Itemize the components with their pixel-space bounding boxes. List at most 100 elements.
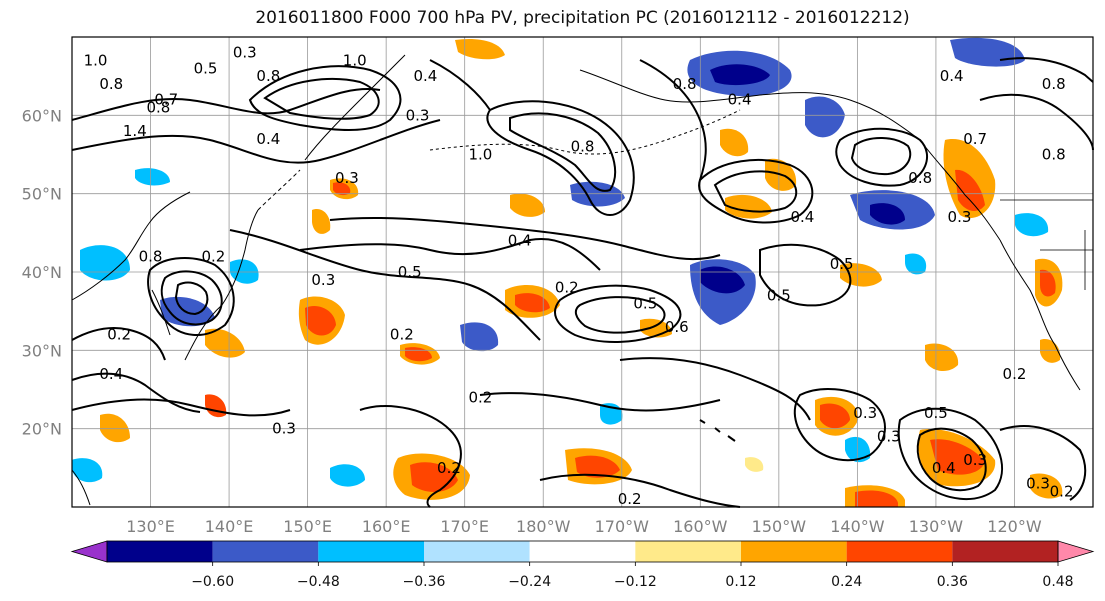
contour-label: 0.2 [618, 490, 642, 508]
contour-label: 0.5 [194, 59, 218, 77]
colorbar-segment [635, 541, 741, 562]
pv-contour [713, 170, 798, 213]
shade-positive [930, 439, 985, 475]
contour-label: 0.3 [853, 404, 877, 422]
lon-tick-label: 160°W [673, 517, 728, 536]
contour-label: 0.8 [146, 99, 170, 117]
contour-label: 0.8 [908, 169, 932, 187]
pv-contour [793, 388, 886, 462]
colorbar-segment [529, 541, 636, 562]
pv-contour [999, 57, 1094, 83]
shade-negative [710, 64, 770, 86]
pv-contour [71, 88, 381, 121]
contour-label: 0.2 [437, 459, 461, 477]
contour-label: 1.0 [468, 146, 492, 164]
contour-label: 0.2 [107, 326, 131, 344]
shade-positive [1040, 269, 1056, 297]
shade-positive [510, 193, 545, 217]
colorbar-tick-label: −0.36 [403, 574, 446, 590]
coastline-bc [919, 139, 1001, 241]
pv-contour [263, 77, 380, 120]
colorbar-extend-min [70, 540, 108, 563]
contour-label: 0.8 [256, 67, 280, 85]
contour-label: 0.3 [948, 208, 972, 226]
shade-positive [955, 169, 985, 212]
lon-tick-label: 140°E [205, 517, 254, 536]
pv-contour [229, 229, 541, 341]
lat-tick-label: 60°N [22, 106, 62, 125]
colorbar-segment [107, 541, 213, 562]
colorbar-segment [318, 541, 424, 562]
shade-positive [725, 194, 772, 219]
shade-positive [855, 490, 898, 507]
pv-contour [248, 65, 402, 131]
coastline-philippines [71, 469, 91, 506]
map-panel: 1.00.81.40.80.70.50.30.81.00.40.30.80.40… [71, 36, 1094, 508]
contour-label: 0.4 [413, 67, 437, 85]
pv-contours [71, 57, 1094, 508]
shade-positive [305, 305, 336, 336]
contour-label: 0.3 [963, 451, 987, 469]
colorbar-segment [424, 541, 530, 562]
colorbar-segment [212, 541, 319, 562]
pv-contour [486, 100, 635, 216]
lon-tick-label: 150°W [752, 517, 807, 536]
lon-tick-label: 160°E [362, 517, 411, 536]
contour-label: 0.3 [335, 169, 359, 187]
pv-contour [71, 327, 166, 361]
colorbar-tick-label: 0.48 [1042, 574, 1073, 590]
shade-negative [135, 168, 170, 186]
lat-tick-label: 20°N [22, 420, 62, 439]
shade-negative [805, 96, 845, 138]
lon-tick-label: 150°E [283, 517, 332, 536]
pv-contour [835, 127, 929, 187]
pv-contour [147, 257, 235, 337]
shade-negative [905, 253, 927, 275]
pv-contour [71, 398, 291, 417]
contour-label: 0.3 [233, 44, 257, 62]
lat-tick-label: 50°N [22, 185, 62, 204]
pv-contour [71, 372, 201, 413]
coastline-alaska [579, 69, 921, 141]
coastline-kuril [257, 169, 301, 211]
pv-contour [897, 407, 1004, 501]
lon-tick-label: 120°W [987, 517, 1042, 536]
coastline-asia-mainland [71, 191, 191, 301]
gridlines [72, 37, 1093, 507]
contour-label: 1.0 [343, 52, 367, 70]
contour-label: 0.8 [673, 75, 697, 93]
shade-negative [460, 322, 499, 352]
pv-contour [554, 284, 682, 343]
contour-label: 1.0 [84, 52, 108, 70]
colorbar: −0.60 −0.48 −0.36 −0.24 −0.12 0.12 0.24 0.36 0.4… [70, 540, 1095, 590]
colorbar-segment [741, 541, 847, 562]
contour-label: 0.4 [99, 365, 123, 383]
colorbar-tick-label: −0.24 [508, 574, 551, 590]
pv-contour [574, 296, 666, 334]
map-frame [71, 36, 1094, 508]
pv-contour [916, 427, 987, 492]
contour-label: 0.2 [468, 388, 492, 406]
lon-tick-label: 170°E [440, 517, 489, 536]
lon-tick-label: 130°E [126, 517, 175, 536]
pv-contour [174, 281, 209, 316]
coastlines [71, 54, 1093, 506]
pv-contour [299, 238, 601, 271]
shade-positive [455, 38, 505, 60]
lon-tick-label: 170°W [595, 517, 650, 536]
pv-contour [639, 59, 707, 181]
lon-tick-label: 180°W [516, 517, 571, 536]
colorbar-segment [952, 541, 1058, 562]
pv-contour [850, 137, 912, 176]
colorbar-tick-label: −0.12 [614, 574, 657, 590]
contour-label: 0.4 [940, 67, 964, 85]
contour-label: 0.3 [1026, 475, 1050, 493]
contour-label: 0.3 [877, 428, 901, 446]
contour-label: 0.2 [555, 279, 579, 297]
pv-contour [509, 112, 617, 192]
colorbar-segment [846, 541, 953, 562]
shade-positive [575, 455, 620, 478]
pv-contour [359, 405, 462, 508]
shade-negative [870, 203, 905, 225]
shade-negative [230, 259, 259, 284]
